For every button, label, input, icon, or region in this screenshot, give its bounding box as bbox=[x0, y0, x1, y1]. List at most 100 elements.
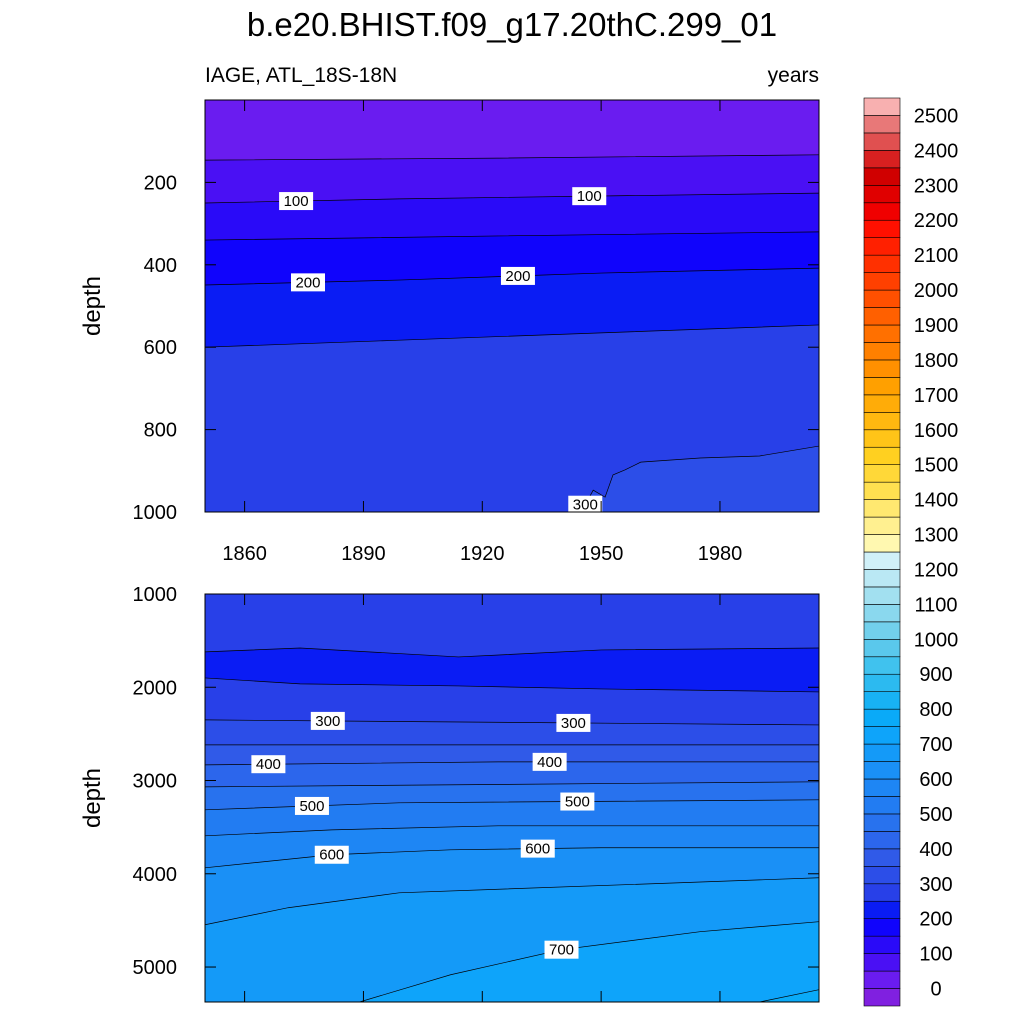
colorbar-label: 1800 bbox=[914, 350, 959, 372]
colorbar-label: 1400 bbox=[914, 490, 959, 512]
contour-fill bbox=[581, 446, 819, 512]
colorbar-box bbox=[863, 743, 901, 762]
colorbar-box bbox=[863, 761, 901, 780]
y-tick-label: 800 bbox=[144, 420, 177, 442]
contour-line bbox=[759, 989, 819, 1002]
colorbar-box bbox=[863, 464, 901, 483]
contour-line bbox=[205, 231, 819, 241]
contour-label-box bbox=[556, 713, 591, 732]
contour-label: 200 bbox=[295, 274, 320, 291]
colorbar-box bbox=[863, 185, 901, 204]
colorbar-box bbox=[863, 918, 901, 937]
x-tick-label: 1950 bbox=[579, 543, 624, 565]
colorbar-box bbox=[863, 639, 901, 658]
x-tick-label: 1920 bbox=[460, 543, 505, 565]
chart-title: b.e20.BHIST.f09_g17.20thC.299_01 bbox=[247, 6, 777, 43]
contour-label: 400 bbox=[256, 756, 281, 773]
colorbar-box bbox=[863, 883, 901, 902]
contour-label-box bbox=[532, 752, 567, 771]
colorbar-box bbox=[863, 604, 901, 623]
contour-line bbox=[205, 719, 819, 726]
colorbar-label: 2400 bbox=[914, 140, 959, 162]
contour-label: 100 bbox=[577, 188, 602, 205]
contour-line bbox=[205, 847, 819, 869]
colorbar-box bbox=[863, 429, 901, 448]
colorbar-label: 2100 bbox=[914, 245, 959, 267]
colorbar-label: 900 bbox=[919, 664, 952, 686]
y-tick-label: 5000 bbox=[133, 957, 178, 979]
contour-label-box bbox=[294, 796, 329, 815]
y-axis-label: depth bbox=[79, 276, 106, 336]
contour-label: 600 bbox=[525, 841, 550, 858]
colorbar-box bbox=[863, 307, 901, 326]
colorbar-box bbox=[863, 115, 901, 134]
contour-line bbox=[581, 445, 819, 512]
y-tick-label: 3000 bbox=[133, 771, 178, 793]
colorbar-box bbox=[863, 446, 901, 465]
contour-fill bbox=[359, 921, 819, 1002]
contour-label: 300 bbox=[573, 497, 598, 514]
y-tick-label: 200 bbox=[144, 172, 177, 194]
colorbar-box bbox=[863, 586, 901, 605]
contour-line bbox=[205, 781, 819, 788]
contour-label-box bbox=[279, 192, 314, 211]
contour-label-box bbox=[560, 792, 595, 811]
colorbar-box bbox=[863, 254, 901, 273]
colorbar-box bbox=[863, 237, 901, 256]
contour-label-box bbox=[520, 839, 555, 858]
contour-label: 100 bbox=[284, 193, 309, 210]
colorbar-label: 1300 bbox=[914, 525, 959, 547]
colorbar-box bbox=[863, 569, 901, 588]
colorbar-label: 600 bbox=[919, 769, 952, 791]
plot-area bbox=[205, 594, 819, 1002]
colorbar-box bbox=[863, 516, 901, 535]
colorbar-box bbox=[863, 342, 901, 361]
y-tick-label: 400 bbox=[144, 255, 177, 277]
colorbar-label: 300 bbox=[919, 874, 952, 896]
y-tick-label: 600 bbox=[144, 337, 177, 359]
colorbar-box bbox=[863, 988, 901, 1007]
contour-label: 700 bbox=[549, 942, 574, 959]
colorbar-box bbox=[863, 219, 901, 238]
colorbar-label: 1500 bbox=[914, 455, 959, 477]
contour-label: 600 bbox=[319, 847, 344, 864]
contour-line bbox=[205, 324, 819, 348]
colorbar-box bbox=[863, 796, 901, 815]
contour-label: 300 bbox=[315, 713, 340, 730]
colorbar-label: 700 bbox=[919, 734, 952, 756]
contour-line bbox=[205, 647, 819, 658]
colorbar-box bbox=[863, 202, 901, 221]
colorbar-box bbox=[863, 534, 901, 553]
y-tick-label: 1000 bbox=[133, 584, 178, 606]
left-string: IAGE, ATL_18S-18N bbox=[205, 64, 397, 87]
contour-label: 300 bbox=[561, 715, 586, 732]
contour-line bbox=[205, 154, 819, 161]
colorbar-box bbox=[863, 289, 901, 308]
y-tick-label: 4000 bbox=[133, 864, 178, 886]
colorbar-label: 500 bbox=[919, 804, 952, 826]
contour-label-box bbox=[310, 711, 345, 730]
colorbar-box bbox=[863, 866, 901, 885]
x-tick-label: 1890 bbox=[341, 543, 386, 565]
colorbar-label: 2000 bbox=[914, 280, 959, 302]
colorbar-label: 100 bbox=[919, 944, 952, 966]
contour-line bbox=[205, 761, 819, 766]
plot-frame bbox=[204, 99, 820, 513]
colorbar-box bbox=[863, 691, 901, 710]
colorbar-label: 200 bbox=[919, 909, 952, 931]
colorbar-label: 2500 bbox=[914, 105, 959, 127]
colorbar-label: 0 bbox=[930, 979, 941, 1001]
colorbar-label: 1100 bbox=[914, 594, 957, 616]
contour-line bbox=[205, 799, 819, 811]
colorbar-box bbox=[863, 935, 901, 954]
colorbar-box bbox=[863, 272, 901, 291]
colorbar-box bbox=[863, 656, 901, 675]
colorbar-label: 1000 bbox=[914, 629, 959, 651]
contour-label-box bbox=[251, 755, 286, 774]
colorbar-box bbox=[863, 708, 901, 727]
colorbar-box bbox=[863, 150, 901, 169]
contour-label: 500 bbox=[299, 798, 324, 815]
colorbar-box bbox=[863, 324, 901, 343]
x-tick-label: 1980 bbox=[698, 543, 743, 565]
colorbar-label: 400 bbox=[919, 839, 952, 861]
